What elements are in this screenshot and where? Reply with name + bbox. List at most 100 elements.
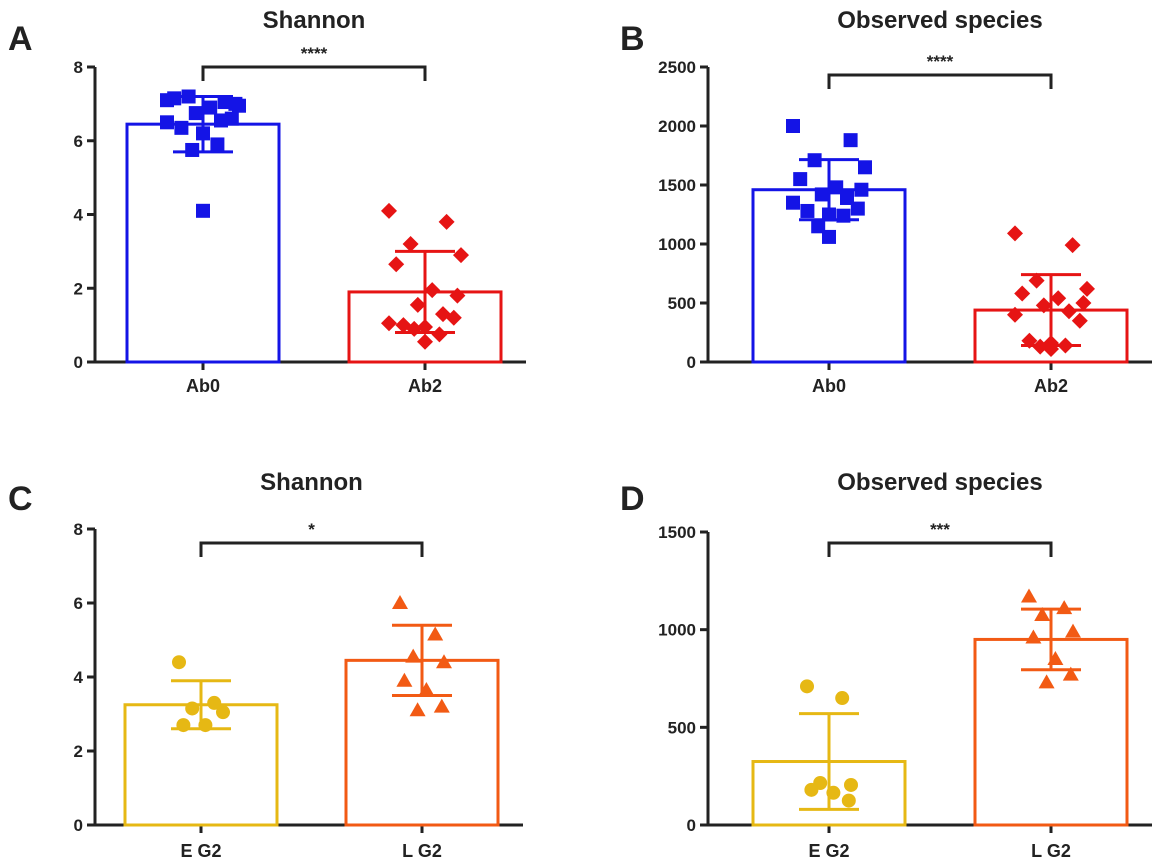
panel-b-ab0-point [858,160,872,175]
panel-c-l-g2-point [392,595,408,609]
panel-a-ab2-point [438,213,455,230]
panel-a-ab0-bar [125,122,281,364]
panel-b-ab0-point [822,207,836,222]
panel-a-ab0-point [228,96,243,111]
panel-b-ab2-point [1014,285,1031,302]
panel-d-e-g2-point [826,785,841,800]
panel-c-significance-bracket [199,541,424,557]
panel-a-ab0-point [196,126,210,141]
panel-b-ab2-point [1028,272,1045,289]
panel-c-e-g2-point [207,695,222,710]
panel-c-e-g2-point [176,718,191,733]
panel-c-e-g2-point [198,718,213,733]
panel-d-e-g2-point [800,679,814,694]
panel-a-significance-bracket [201,65,427,81]
panel-a-ab2-point [409,296,426,313]
panel-b-ab2-point [1071,312,1088,329]
panel-c-y-tick-label: 4 [74,668,84,687]
panel-a-ab2-point [431,326,448,343]
panel-b-ab0-point [786,195,800,210]
panel-c-l-g2-point [396,672,413,687]
panel-b-ab2-point [1079,280,1095,297]
panel-c-l-g2-point [436,654,452,669]
panel-d-e-g2-point [844,777,858,792]
panel-d-e-g2-category-label: E G2 [808,841,849,861]
panel-b-ab0-point [854,182,869,197]
panel-b-ab0-point [850,201,865,216]
panel-a-ab2-point [424,282,441,299]
panel-d-e-g2-point [835,691,850,706]
panel-d-y-tick-label: 0 [687,816,696,835]
panel-b-ab2-point [1007,306,1023,323]
panel-b-y-tick-label: 2500 [658,58,696,77]
panel-d-l-g2-point [1038,674,1055,689]
panel-a-y-tick-label: 4 [74,206,84,225]
panel-c-l-g2-point [405,648,422,663]
panel-a-y-tick-label: 6 [74,132,83,151]
panel-a-y-tick-label: 8 [74,58,83,77]
panel-c-l-g2-point [418,681,435,696]
panel-a-ab0-point [224,111,239,126]
panel-d-l-g2-point [1062,666,1079,681]
panel-d-significance-label: *** [930,520,950,539]
panel-b-ab0-point [843,133,858,148]
panel-b-y-tick-label: 1000 [658,235,696,254]
panel-a-ab0-point [210,137,225,152]
panel-a-ab0-point [188,106,203,121]
panel-b-ab2-point [1035,297,1052,314]
panel-d-y-tick-label: 1000 [658,621,696,640]
panel-d-l-g2-point [1034,607,1051,622]
panel-b-ab0-point [836,208,851,223]
panel-d-title: Observed species [837,469,1042,496]
panel-a-ab2-point [381,202,397,219]
panel-b-ab0-point [793,172,808,187]
panel-a-ab0-point [203,100,218,115]
panel-d-letter: D [620,480,645,518]
panel-b-y-tick-label: 0 [687,353,696,372]
panel-a-ab2-point [402,236,419,252]
panel-c-l-g2-category-label: L G2 [402,841,442,861]
panel-b-ab0-point [822,229,836,244]
panel-d-l-g2-point [1047,650,1064,665]
panel-a-significance-label: **** [301,44,328,63]
panel-c-letter: C [8,480,33,518]
panel-d-y-tick-label: 1500 [658,523,696,542]
panel-c-e-g2-point [185,701,200,716]
panel-b-ab0-point [800,203,815,218]
panel-c-l-g2-point [409,702,426,717]
panel-a-ab2-point [417,318,433,335]
panel-b-ab2-point [1061,303,1077,320]
panel-a-ab0-category-label: Ab0 [186,376,220,396]
panel-a-y-tick-label: 2 [74,279,83,298]
panel-a-y-tick-label: 0 [74,353,83,372]
panel-b-ab0-point [829,180,844,195]
panel-b-ab0-point [814,187,829,202]
panel-b-ab2-point [1064,237,1081,254]
panel-a-ab0-point [181,89,196,104]
panel-a-ab0-point [160,115,174,130]
panel-b-letter: B [620,20,645,58]
panel-d-l-g2-category-label: L G2 [1031,841,1071,861]
panel-a-ab0-point [185,142,200,157]
panel-b-ab0-point [807,153,822,168]
panel-b-ab2-point [1021,332,1038,349]
panel-a-ab0-point [217,95,232,110]
panel-a-title: Shannon [263,7,366,34]
panel-a-ab2-point [388,256,405,273]
panel-b-y-tick-label: 2000 [658,117,696,136]
panel-b-title: Observed species [837,7,1042,34]
panel-c-significance-label: * [308,520,315,539]
panel-d-l-g2-point [1021,588,1037,603]
panel-a-ab0-point [214,113,228,128]
panel-d-e-g2-point [841,793,856,808]
panel-c-y-tick-label: 2 [74,742,83,761]
panel-a-ab2-point [406,320,423,337]
panel-d-l-g2-point [1025,629,1042,644]
panel-b-ab2-point [1075,295,1092,311]
panel-a-letter: A [8,20,33,58]
panel-b-ab2-point [1043,341,1059,358]
panel-d-l-g2-point [1056,600,1073,615]
panel-c-e-g2-point [172,655,186,670]
panel-b-y-tick-label: 500 [668,294,696,313]
